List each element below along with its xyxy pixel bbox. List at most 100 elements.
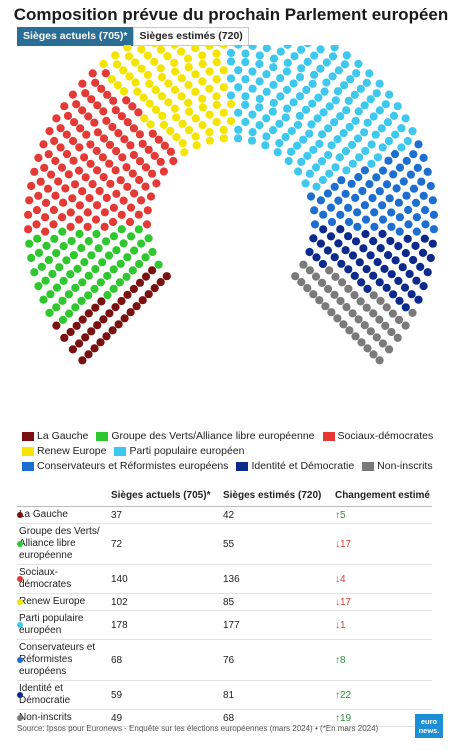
legend-label: Sociaux-démocrates (337, 430, 434, 442)
seat-dot (84, 112, 93, 121)
seat-dot (315, 296, 324, 305)
legend-item[interactable]: Non-inscrits (362, 460, 433, 472)
seat-dot (219, 45, 228, 49)
seat-dot (234, 66, 243, 75)
seat-dot (289, 79, 298, 88)
seat-dot (394, 198, 403, 207)
seat-dot (377, 124, 386, 133)
seat-dot (269, 80, 278, 89)
seat-dot (357, 338, 366, 347)
seat-dot (151, 85, 160, 95)
seat-dot (143, 51, 152, 60)
seat-dot (411, 198, 421, 207)
seat-dot (352, 69, 361, 78)
seat-dot (144, 234, 153, 243)
change-value: 19 (339, 712, 352, 724)
seat-dot (135, 157, 145, 166)
seat-dot (269, 54, 279, 63)
seat-dot (339, 129, 348, 138)
seat-dot (61, 184, 70, 193)
seat-dot (134, 225, 143, 234)
seat-dot (276, 74, 285, 83)
seat-dot (354, 173, 363, 182)
seats-table: Sièges actuels (705)* Sièges estimés (72… (17, 488, 432, 727)
seat-dot (376, 296, 385, 305)
seat-dot (269, 63, 278, 72)
seat-dot (128, 266, 137, 275)
seat-dot (84, 237, 93, 246)
seat-dot (315, 139, 324, 148)
seat-dot (205, 45, 214, 50)
seat-dot (375, 278, 384, 287)
source-note: Source: Ipsos pour Euronews - Enquête su… (17, 724, 379, 733)
seat-dot (414, 295, 423, 304)
seat-dot (36, 177, 45, 186)
seat-dot (328, 72, 337, 81)
seat-dot (362, 265, 371, 274)
seat-dot (126, 141, 135, 150)
seat-dot (170, 85, 180, 94)
seat-dot (60, 333, 69, 342)
seat-dot (141, 163, 151, 172)
legend-swatch (22, 446, 34, 456)
change-value: 8 (339, 654, 346, 666)
seat-dot (248, 67, 257, 76)
seat-dot (30, 167, 39, 176)
seat-dot (361, 215, 371, 224)
legend-item[interactable]: Groupe des Verts/Alliance libre européen… (96, 430, 315, 442)
seat-dot (369, 350, 378, 359)
seat-dot (305, 266, 314, 275)
seat-dot (192, 141, 201, 150)
seat-dot (119, 87, 129, 96)
seat-dot (62, 256, 71, 265)
seat-dot (273, 148, 282, 157)
party-color-dot (17, 576, 23, 582)
seat-dot (105, 309, 114, 318)
seat-dot (330, 45, 339, 52)
seat-dot (64, 170, 73, 179)
seat-dot (344, 284, 353, 293)
seat-dot (143, 206, 152, 215)
seat-dot (45, 308, 54, 317)
change-cell: ↑8 (332, 639, 432, 681)
party-cell: Identité et Démocratie (17, 680, 109, 710)
seat-dot (34, 248, 44, 257)
seat-dot (393, 102, 402, 111)
seat-dot (66, 327, 75, 337)
seat-dot (350, 291, 359, 300)
seat-dot (262, 87, 271, 96)
seat-dot (408, 308, 417, 317)
change-value: 17 (339, 596, 352, 608)
seat-dot (412, 276, 421, 285)
seat-dot (303, 45, 312, 48)
seat-dot (99, 173, 108, 182)
tab-estimated-seats[interactable]: Sièges estimés (720) (133, 27, 249, 46)
seat-dot (295, 111, 304, 120)
seat-dot (184, 98, 193, 107)
tab-current-seats[interactable]: Sièges actuels (705)* (17, 27, 134, 46)
seat-dot (91, 265, 100, 274)
legend-item[interactable]: Parti populaire européen (114, 445, 244, 457)
estimated-seats-cell: 42 (220, 506, 333, 524)
seat-dot (308, 99, 317, 108)
legend-swatch (96, 431, 109, 441)
arrow-down-icon: ↓ (334, 538, 340, 550)
seat-dot (103, 271, 112, 280)
seat-dot (124, 52, 134, 61)
legend-item[interactable]: Renew Europe (22, 445, 106, 457)
seat-dot (107, 75, 116, 84)
legend-item[interactable]: Sociaux-démocrates (322, 430, 434, 442)
legend-item[interactable]: Conservateurs et Réformistes européens (22, 460, 228, 472)
chart-title: Composition prévue du prochain Parlement… (13, 5, 449, 24)
seat-dot (177, 47, 186, 56)
seat-dot (312, 253, 321, 262)
legend-item[interactable]: La Gauche (22, 430, 88, 442)
legend-item[interactable]: Identité et Démocratie (236, 460, 354, 472)
seat-dot (301, 105, 311, 114)
seat-dot (169, 156, 178, 166)
seat-dot (226, 91, 236, 100)
legend-swatch (236, 461, 249, 471)
seat-dot (44, 255, 54, 265)
seat-dot (404, 220, 413, 229)
seat-dot (52, 321, 61, 330)
